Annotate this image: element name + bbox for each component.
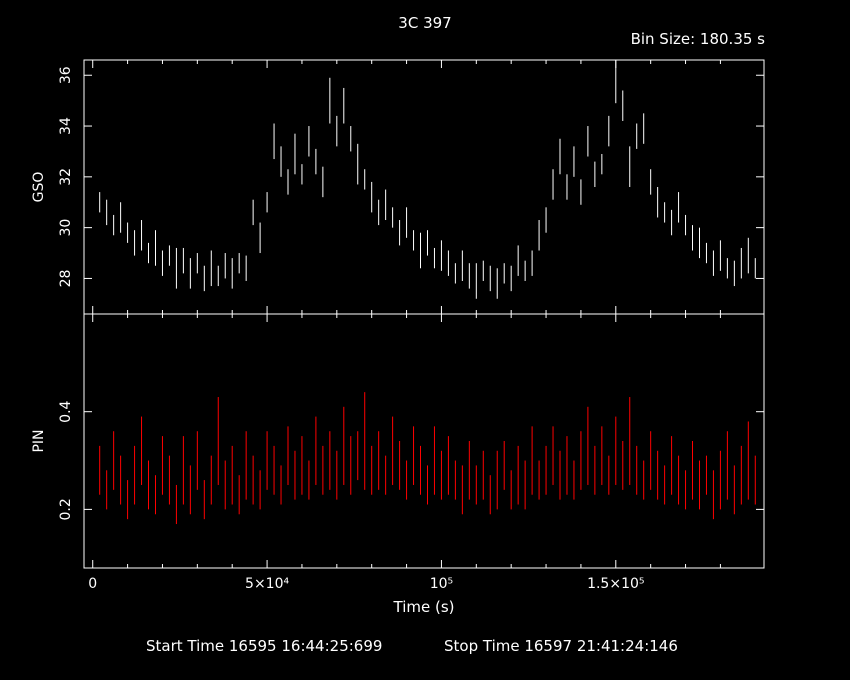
pin-series (99, 392, 756, 525)
gso-y-ticks: 28 30 32 34 36 (58, 66, 764, 287)
stop-time-label: Stop Time 16597 21:41:24:146 (444, 637, 678, 655)
gso-ytick-label-3: 34 (58, 117, 74, 135)
pin-ytick-label-0: 0.2 (58, 498, 74, 520)
gso-ytick-label-1: 30 (58, 219, 74, 237)
gso-panel-frame (83, 59, 765, 315)
gso-axis-label: GSO (31, 172, 47, 203)
xtick-label-3: 1.5×10⁵ (587, 576, 644, 592)
x-axis-title: Time (s) (393, 598, 455, 616)
gso-ytick-label-0: 28 (58, 270, 74, 288)
xtick-label-1: 5×10⁴ (245, 576, 289, 592)
xtick-label-0: 0 (88, 576, 97, 592)
pin-axis-label: PIN (31, 429, 47, 452)
pin-panel: PIN 0.2 0.4 (31, 313, 765, 569)
pin-panel-frame (83, 313, 765, 569)
gso-ytick-label-4: 36 (58, 66, 74, 84)
gso-series (99, 60, 756, 299)
bin-size-label: Bin Size: 180.35 s (631, 30, 766, 48)
gso-panel: GSO 28 30 32 34 36 (31, 59, 765, 315)
pin-y-ticks: 0.2 0.4 (58, 400, 764, 521)
x-axis-ticks: 0 5×10⁴ 10⁵ 1.5×10⁵ (88, 60, 721, 592)
pin-ytick-label-1: 0.4 (58, 400, 74, 422)
start-time-label: Start Time 16595 16:44:25:699 (146, 637, 382, 655)
gso-ytick-label-2: 32 (58, 168, 74, 186)
chart-title: 3C 397 (398, 14, 451, 32)
xtick-label-2: 10⁵ (430, 576, 453, 592)
